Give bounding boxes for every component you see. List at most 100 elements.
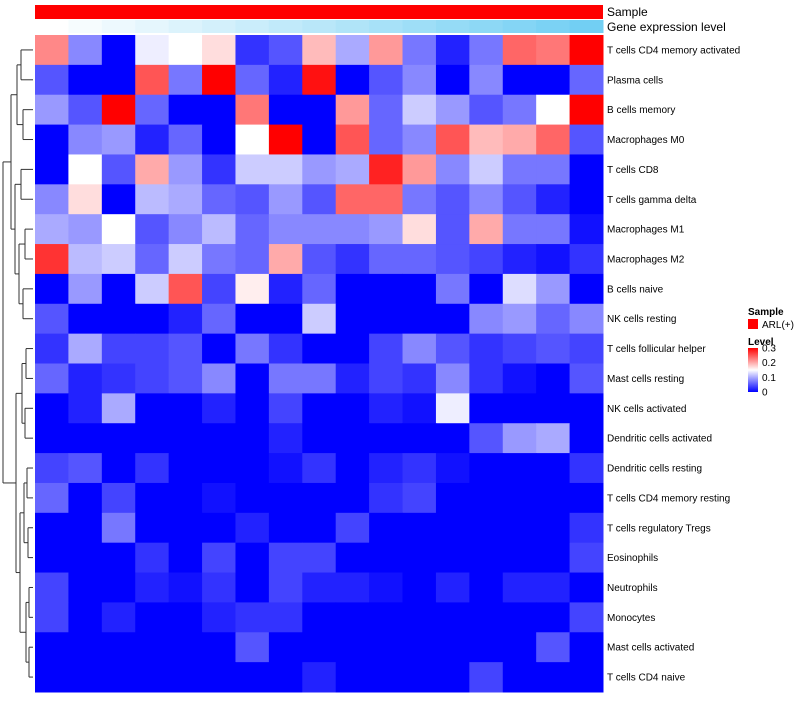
heatmap-cell bbox=[268, 333, 303, 364]
row-label: T cells CD4 memory activated bbox=[607, 45, 740, 56]
heatmap-cell bbox=[101, 214, 136, 245]
heatmap-cell bbox=[35, 94, 69, 126]
heatmap-cell bbox=[68, 393, 103, 424]
heatmap-cell bbox=[268, 124, 303, 155]
heatmap-cell bbox=[68, 214, 103, 245]
heatmap-cell bbox=[35, 273, 69, 305]
heatmap-cell bbox=[402, 602, 437, 633]
heatmap-cell bbox=[202, 542, 236, 574]
heatmap-cell bbox=[369, 572, 404, 603]
heatmap-cell bbox=[135, 273, 170, 305]
heatmap-cell bbox=[469, 393, 504, 424]
heatmap-cell bbox=[502, 244, 537, 275]
heatmap-cell bbox=[502, 333, 537, 364]
heatmap-cell bbox=[335, 214, 370, 245]
heatmap-cell bbox=[536, 333, 571, 364]
heatmap-cell bbox=[335, 632, 370, 663]
heatmap-cell bbox=[435, 632, 470, 663]
heatmap-cell bbox=[435, 333, 470, 364]
heatmap-cell bbox=[569, 273, 604, 305]
row-label: T cells regulatory Tregs bbox=[607, 523, 711, 534]
heatmap-cell bbox=[536, 393, 571, 424]
heatmap-cell bbox=[302, 35, 337, 66]
heatmap-cell bbox=[335, 124, 370, 155]
heatmap-cell bbox=[135, 244, 170, 275]
heatmap-cell bbox=[536, 184, 571, 215]
heatmap-cell bbox=[202, 273, 236, 305]
heatmap-cell bbox=[335, 602, 370, 633]
heatmap-cell bbox=[302, 662, 337, 693]
heatmap-cell bbox=[469, 35, 504, 66]
heatmap-cell bbox=[135, 632, 170, 663]
heatmap-cell bbox=[101, 453, 136, 484]
heatmap-cell bbox=[135, 423, 170, 454]
heatmap-cell bbox=[536, 572, 571, 603]
heatmap-cell bbox=[402, 453, 437, 484]
heatmap-cell bbox=[302, 423, 337, 454]
heatmap-cell bbox=[369, 94, 404, 126]
heatmap-cell bbox=[536, 124, 571, 155]
heatmap-cell bbox=[402, 542, 437, 574]
heatmap-cell bbox=[35, 124, 69, 155]
heatmap-cell bbox=[502, 423, 537, 454]
heatmap-cell bbox=[569, 393, 604, 424]
heatmap-cell bbox=[101, 64, 136, 96]
heatmap-cell bbox=[235, 273, 270, 305]
annotation-sample-label: Sample bbox=[607, 5, 648, 19]
heatmap-cell bbox=[68, 154, 103, 185]
heatmap-cell bbox=[502, 572, 537, 603]
heatmap-cell bbox=[435, 303, 470, 335]
heatmap-cell bbox=[101, 662, 136, 693]
legend-level-tick-label: 0.3 bbox=[762, 344, 776, 355]
heatmap-cell bbox=[68, 512, 103, 544]
heatmap-cell bbox=[469, 453, 504, 484]
heatmap-cell bbox=[68, 542, 103, 574]
heatmap-cell bbox=[536, 512, 571, 544]
heatmap-cell bbox=[569, 214, 604, 245]
heatmap-cell bbox=[335, 542, 370, 574]
heatmap-cell bbox=[569, 333, 604, 364]
heatmap-cell bbox=[268, 453, 303, 484]
heatmap-cell bbox=[335, 303, 370, 335]
heatmap-cell bbox=[168, 632, 203, 663]
heatmap-cell bbox=[268, 64, 303, 96]
heatmap-cell bbox=[135, 512, 170, 544]
heatmap-cell bbox=[402, 363, 437, 394]
heatmap-cell bbox=[268, 214, 303, 245]
heatmap-cell bbox=[369, 512, 404, 544]
heatmap-cell bbox=[135, 303, 170, 335]
heatmap-cell bbox=[536, 482, 571, 514]
heatmap-cell bbox=[569, 303, 604, 335]
heatmap-cell bbox=[536, 244, 571, 275]
row-dendrogram bbox=[2, 49, 33, 678]
heatmap-cell bbox=[402, 35, 437, 66]
heatmap-cell bbox=[569, 244, 604, 275]
heatmap-cell bbox=[168, 124, 203, 155]
heatmap-cell bbox=[268, 482, 303, 514]
heatmap-cell bbox=[302, 214, 337, 245]
heatmap-cell bbox=[35, 602, 69, 633]
heatmap-cell bbox=[502, 482, 537, 514]
heatmap-cell bbox=[536, 35, 571, 66]
heatmap-cell bbox=[101, 124, 136, 155]
heatmap-cell bbox=[469, 542, 504, 574]
heatmap-cell bbox=[235, 542, 270, 574]
heatmap-cell bbox=[435, 64, 470, 96]
row-label: Mast cells activated bbox=[607, 643, 694, 654]
heatmap-cell bbox=[235, 453, 270, 484]
heatmap-cell bbox=[35, 423, 69, 454]
heatmap-cell bbox=[202, 393, 236, 424]
heatmap-cell bbox=[435, 35, 470, 66]
heatmap-cell bbox=[235, 64, 270, 96]
heatmap-cell bbox=[68, 453, 103, 484]
heatmap-cell bbox=[369, 184, 404, 215]
heatmap-cell bbox=[469, 482, 504, 514]
heatmap-cell bbox=[168, 542, 203, 574]
heatmap-cell bbox=[68, 64, 103, 96]
legend-level-tick-label: 0 bbox=[762, 388, 768, 399]
heatmap-cell bbox=[202, 244, 236, 275]
heatmap-cell bbox=[101, 602, 136, 633]
heatmap-cell bbox=[101, 333, 136, 364]
heatmap-cell bbox=[469, 273, 504, 305]
heatmap-cell bbox=[202, 632, 236, 663]
